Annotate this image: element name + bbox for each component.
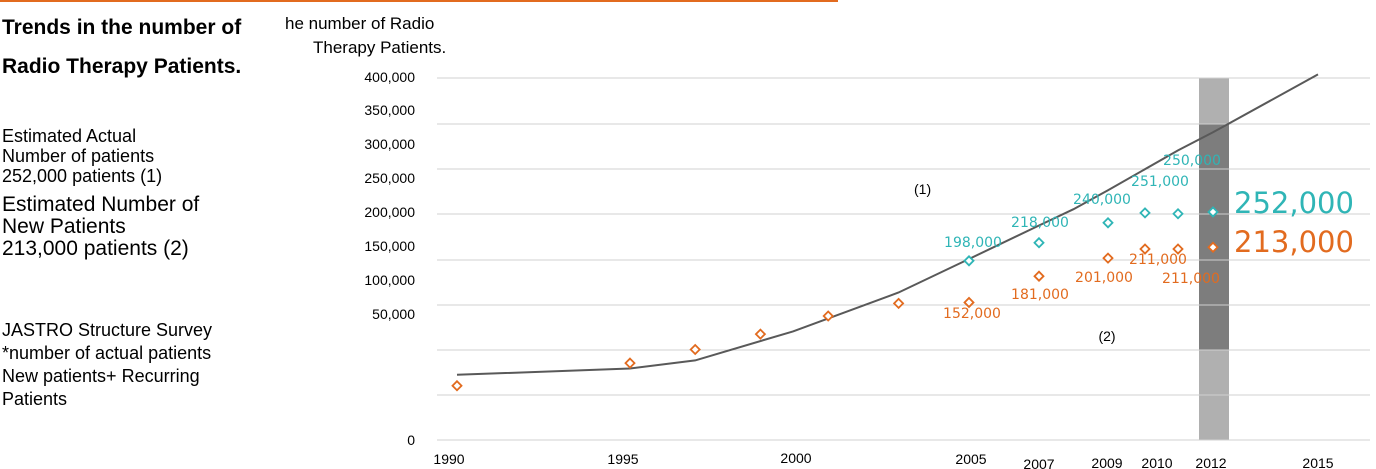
estimate-new-text: Estimated Number of New Patients 213,000… bbox=[2, 194, 199, 260]
y-tick-label: 50,000 bbox=[372, 306, 415, 322]
y-tick-label: 400,000 bbox=[364, 69, 415, 85]
new-patients-label: 201,000 bbox=[1075, 270, 1133, 286]
new-patients-marker bbox=[1102, 252, 1114, 264]
actual-patients-label: 218,000 bbox=[1011, 215, 1069, 231]
estimate-new-line: Estimated Number of bbox=[2, 193, 200, 216]
actual-patients-label: 240,000 bbox=[1073, 192, 1131, 208]
new-patients-marker bbox=[754, 328, 767, 340]
survey-note-line: New patients+ Recurring bbox=[2, 366, 200, 386]
actual-patients-label: 198,000 bbox=[944, 235, 1002, 251]
page-title: Trends in the number of Radio Therapy Pa… bbox=[2, 16, 242, 78]
x-tick-label: 2005 bbox=[955, 451, 986, 467]
new-patients-marker bbox=[689, 343, 701, 356]
y-tick-label: 100,000 bbox=[364, 272, 415, 288]
x-tick-label: 2000 bbox=[780, 450, 811, 466]
trend-line bbox=[456, 73, 1319, 376]
new-patients-marker bbox=[892, 297, 905, 310]
y-axis-title: he number of Radio Therapy Patients. bbox=[285, 12, 446, 60]
estimate-new-line: 213,000 patients (2) bbox=[2, 237, 189, 260]
new-patients-marker bbox=[451, 379, 463, 392]
new-patients-label: 181,000 bbox=[1011, 287, 1069, 303]
survey-note-text: JASTRO Structure Survey *number of actua… bbox=[2, 319, 212, 411]
estimate-actual-line: Estimated Actual bbox=[2, 126, 137, 146]
x-tick-label: 1990 bbox=[433, 451, 464, 467]
actual-patients-marker bbox=[1207, 206, 1219, 218]
new-patients-marker bbox=[963, 296, 975, 309]
actual-patients-label: 250,000 bbox=[1163, 153, 1221, 169]
new-patients-label: 211,000 bbox=[1162, 271, 1220, 287]
y-tick-label: 300,000 bbox=[364, 136, 415, 152]
y-tick-label: 350,000 bbox=[364, 102, 415, 118]
actual-patients-marker bbox=[1139, 207, 1151, 219]
new-patients-label: 211,000 bbox=[1129, 252, 1187, 268]
new-patients-marker bbox=[1207, 241, 1219, 254]
x-tick-label: 2015 bbox=[1302, 455, 1333, 469]
y-tick-label: 150,000 bbox=[364, 238, 415, 254]
estimate-actual-line: 252,000 patients (1) bbox=[2, 166, 163, 186]
actual-patients-marker bbox=[963, 255, 975, 267]
survey-note-line: *number of actual patients bbox=[2, 343, 212, 363]
series-1-label: (1) bbox=[914, 181, 931, 197]
new-patients-marker bbox=[822, 310, 834, 322]
series-2-label: (2) bbox=[1098, 328, 1115, 344]
new-patients-label: 152,000 bbox=[943, 306, 1001, 322]
estimate-new-line: New Patients bbox=[2, 215, 126, 238]
y-tick-label: 0 bbox=[407, 432, 415, 448]
actual-patients-label: 251,000 bbox=[1131, 174, 1189, 190]
estimate-actual-line: Number of patients bbox=[2, 146, 155, 166]
y-tick-label: 200,000 bbox=[364, 204, 415, 220]
x-tick-label: 2007 bbox=[1023, 456, 1054, 469]
x-tick-label: 1995 bbox=[607, 451, 638, 467]
actual-2012-callout: 252,000 bbox=[1234, 186, 1354, 220]
y-tick-label: 250,000 bbox=[364, 170, 415, 186]
new-patients-marker bbox=[1033, 270, 1045, 282]
actual-patients-marker bbox=[1033, 236, 1045, 249]
estimate-actual-text: Estimated Actual Number of patients 252,… bbox=[2, 126, 162, 186]
new-patients-marker bbox=[624, 357, 636, 369]
new-patients-marker bbox=[1172, 243, 1184, 255]
new-patients-marker bbox=[1139, 243, 1151, 255]
y-axis-title-line: Therapy Patients. bbox=[313, 38, 447, 57]
actual-patients-marker bbox=[1172, 207, 1184, 220]
survey-note-line: Patients bbox=[2, 389, 68, 409]
y-axis-title-line: he number of Radio bbox=[285, 14, 435, 33]
new-2012-callout: 213,000 bbox=[1234, 225, 1354, 259]
actual-patients-marker bbox=[1102, 217, 1114, 229]
x-tick-label: 2009 bbox=[1091, 455, 1122, 469]
survey-note-line: JASTRO Structure Survey bbox=[2, 320, 213, 340]
highlight-band-2012-inner bbox=[1199, 124, 1229, 350]
top-accent-line bbox=[0, 0, 838, 2]
x-tick-label: 2012 bbox=[1195, 455, 1226, 469]
x-tick-label: 2010 bbox=[1141, 455, 1172, 469]
